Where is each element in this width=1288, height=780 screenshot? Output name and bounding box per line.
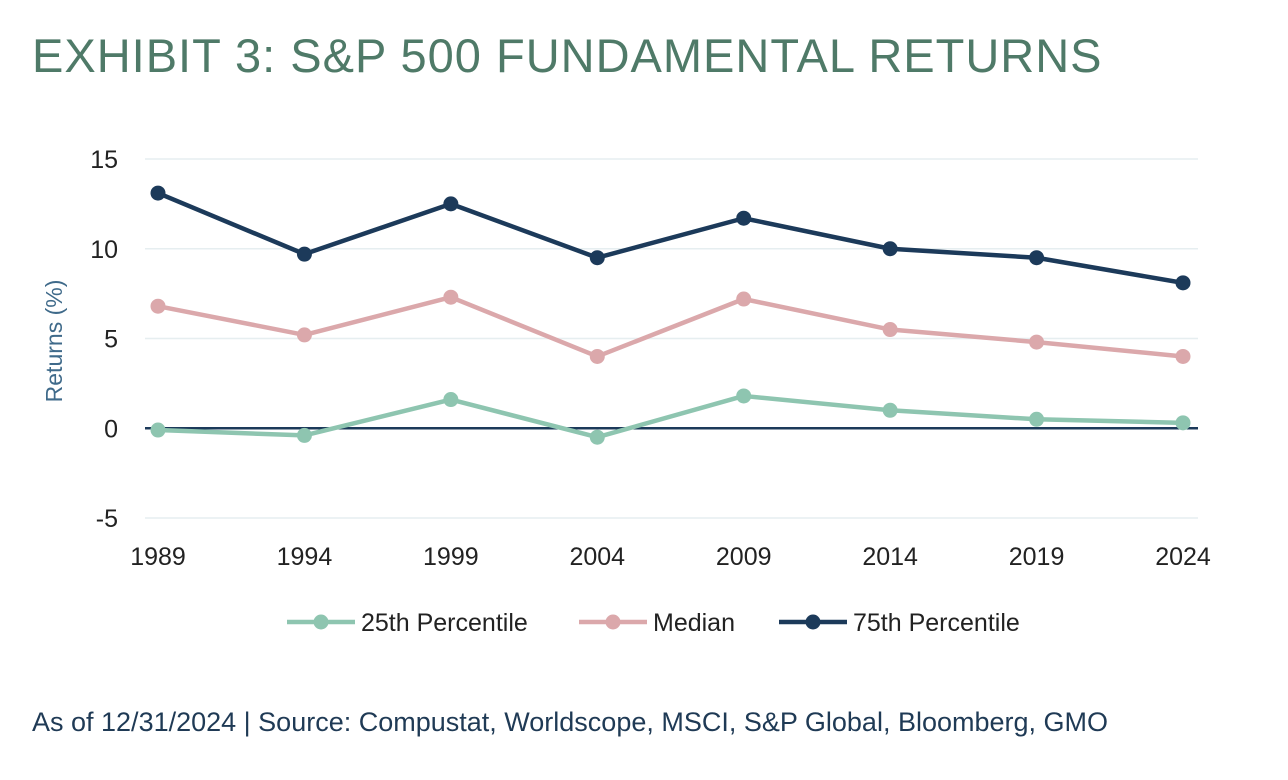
data-point <box>443 392 459 408</box>
data-point <box>589 250 605 266</box>
data-point <box>589 429 605 445</box>
data-point <box>150 185 166 201</box>
data-point <box>589 348 605 364</box>
legend-swatch-marker <box>805 614 821 630</box>
line-chart: 15 10 5 0 -5 Returns (%) 1989 1994 1999 2004 2009 2… <box>41 146 1211 637</box>
data-point <box>296 327 312 343</box>
y-tick-label: 10 <box>90 236 118 264</box>
y-tick-label: -5 <box>96 505 118 533</box>
y-tick-label: 15 <box>90 146 118 174</box>
legend-label: 75th Percentile <box>853 609 1020 637</box>
legend-label: Median <box>653 609 735 637</box>
data-point <box>882 241 898 257</box>
source-footnote: As of 12/31/2024 | Source: Compustat, Wo… <box>32 707 1109 737</box>
x-tick-label: 2004 <box>569 543 625 571</box>
data-point <box>1175 415 1191 431</box>
data-point <box>296 246 312 262</box>
x-tick-label: 2009 <box>716 543 772 571</box>
data-point <box>1175 275 1191 291</box>
exhibit-title: EXHIBIT 3: S&P 500 FUNDAMENTAL RETURNS <box>32 29 1103 82</box>
data-point <box>443 289 459 305</box>
y-axis-title: Returns (%) <box>41 280 67 403</box>
x-tick-label: 2014 <box>862 543 918 571</box>
series-line <box>157 393 1184 440</box>
data-point <box>150 422 166 438</box>
legend-swatch-marker <box>605 614 621 630</box>
data-point <box>150 298 166 314</box>
y-tick-label: 0 <box>104 415 118 443</box>
legend-swatch-marker <box>313 614 329 630</box>
data-point <box>1175 348 1191 364</box>
legend-label: 25th Percentile <box>361 609 528 637</box>
data-point <box>736 388 752 404</box>
data-point <box>296 427 312 443</box>
x-tick-label: 2019 <box>1009 543 1065 571</box>
x-tick-label: 2024 <box>1155 543 1211 571</box>
data-point <box>882 322 898 338</box>
series-line <box>157 294 1184 359</box>
series-line <box>157 191 1184 286</box>
x-tick-label: 1994 <box>277 543 333 571</box>
data-point <box>736 210 752 226</box>
data-point <box>1029 334 1045 350</box>
x-tick-label: 1999 <box>423 543 479 571</box>
data-point <box>1029 250 1045 266</box>
x-tick-label: 1989 <box>130 543 186 571</box>
data-point <box>882 402 898 418</box>
data-point <box>443 196 459 212</box>
data-point <box>1029 411 1045 427</box>
data-point <box>736 291 752 307</box>
y-tick-label: 5 <box>104 326 118 354</box>
